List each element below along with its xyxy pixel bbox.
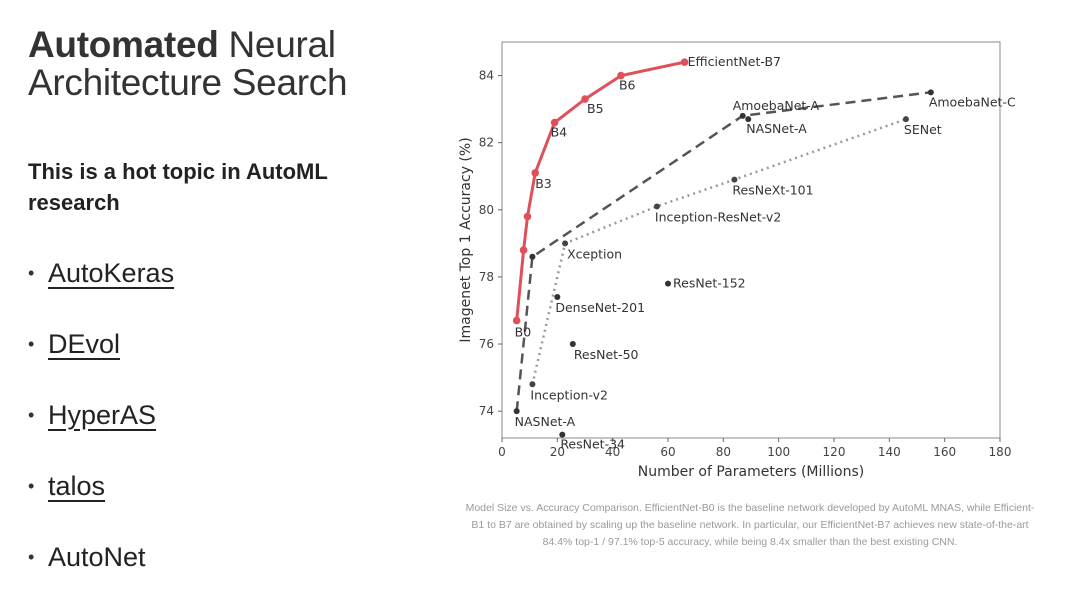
efficientnet-point [550, 118, 559, 127]
nas-model-point-label: AmoebaNet-A [733, 98, 820, 113]
talos-link[interactable]: talos [48, 471, 106, 501]
x-tick-label: 20 [550, 445, 565, 459]
efficientnet-point [581, 95, 589, 103]
nas-model-point [513, 408, 520, 415]
manual-model-point [562, 240, 569, 247]
x-tick-label: 140 [878, 445, 901, 459]
baseline-model-point-label: ResNet-152 [673, 276, 746, 291]
devol-link[interactable]: DEvol [48, 329, 121, 359]
bullet-icon: • [28, 476, 35, 496]
baseline-model-point [665, 280, 671, 287]
manual-model-point-label: Inception-ResNet-v2 [655, 209, 781, 224]
x-axis-label: Number of Parameters (Millions) [638, 464, 865, 480]
autonet-text: AutoNet [48, 542, 146, 572]
bullet-icon: • [28, 263, 35, 283]
chart-caption: Model Size vs. Accuracy Comparison. Effi… [465, 502, 1035, 548]
hyperas-link[interactable]: HyperAS [48, 400, 157, 430]
slide-subtitle: This is a hot topic in AutoML research [28, 159, 328, 215]
efficientnet-point [680, 58, 689, 66]
baseline-model-point-label: ResNet-50 [574, 347, 639, 362]
x-tick-label: 80 [716, 445, 731, 459]
title-bold-part: Automated [28, 24, 219, 65]
list-item: • HyperAS [28, 398, 174, 469]
list-item: • DEvol [28, 327, 174, 398]
efficientnet-point [519, 246, 528, 254]
efficientnet-point [531, 169, 539, 177]
y-tick-label: 80 [479, 203, 494, 217]
nas-models-dashed-line [515, 91, 931, 412]
baseline-model-point [554, 294, 561, 301]
autokeras-link[interactable]: AutoKeras [48, 258, 175, 288]
y-tick-label: 74 [479, 404, 494, 418]
baseline-model-point [559, 431, 566, 438]
x-tick-label: 40 [605, 445, 620, 459]
manual-model-point-label: Inception-v2 [530, 387, 608, 402]
slide-title: Automated Neural Architecture Search [28, 24, 348, 103]
nas-model-point-label: AmoebaNet-C [929, 94, 1016, 109]
y-tick-label: 84 [479, 69, 494, 83]
manual-model-point [529, 381, 536, 388]
x-tick-label: 160 [933, 445, 956, 459]
manual-models-dotted-line [531, 118, 907, 385]
manual-model-point-label: SENet [904, 122, 942, 137]
list-item: • AutoNet [28, 540, 174, 611]
bullet-icon: • [28, 405, 35, 425]
y-tick-label: 78 [479, 270, 494, 284]
efficientnet-point-label: B6 [619, 78, 636, 93]
x-tick-label: 100 [767, 445, 790, 459]
list-item: • AutoKeras [28, 256, 174, 327]
efficientnet-point [512, 316, 521, 325]
tool-list: • AutoKeras • DEvol • HyperAS • talos • AutoN… [28, 256, 174, 611]
bullet-icon: • [28, 334, 35, 354]
efficientnet-point [617, 71, 625, 80]
baseline-model-point-label: DenseNet-201 [555, 300, 645, 315]
x-tick-label: 60 [660, 445, 675, 459]
manual-model-point [902, 116, 909, 123]
baseline-model-point-label: ResNet-34 [560, 437, 625, 452]
x-tick-label: 0 [498, 445, 506, 459]
y-axis-label: Imagenet Top 1 Accuracy (%) [458, 137, 474, 342]
manual-model-point-label: ResNeXt-101 [732, 183, 813, 198]
efficientnet-line [515, 60, 685, 321]
accuracy-vs-params-chart: 0 20 40 60 80 100 120 140 160 180 74 76 78 80 82 84 Numb… [458, 41, 1016, 480]
baseline-model-point [569, 341, 576, 348]
bullet-icon: • [28, 547, 35, 567]
efficientnet-point [523, 212, 532, 221]
nas-model-point-label: NASNet-A [515, 414, 576, 429]
manual-model-point [653, 203, 660, 210]
nas-model-point [739, 112, 746, 119]
x-tick-label: 180 [989, 445, 1012, 459]
x-tick-label: 120 [823, 445, 846, 459]
title-line-2: Architecture Search [28, 62, 348, 103]
efficientnet-point-label: B0 [515, 325, 532, 340]
nas-model-point [927, 89, 934, 96]
efficientnet-point-label: B3 [535, 176, 552, 191]
y-tick-label: 82 [479, 136, 494, 150]
baseline-model-point-label: NASNet-A [746, 121, 807, 136]
efficientnet-point-label: B4 [551, 125, 568, 140]
list-item: • talos [28, 469, 174, 540]
efficientnet-point-label: B5 [587, 101, 604, 116]
efficientnet-point-label: EfficientNet-B7 [688, 54, 781, 69]
nas-model-point [529, 253, 536, 260]
plot-frame [501, 41, 1001, 439]
title-rest-part: Neural [218, 24, 337, 65]
manual-model-point-label: Xception [567, 246, 622, 261]
y-tick-label: 76 [479, 337, 494, 351]
manual-model-point [731, 176, 738, 183]
baseline-model-point [745, 116, 752, 123]
